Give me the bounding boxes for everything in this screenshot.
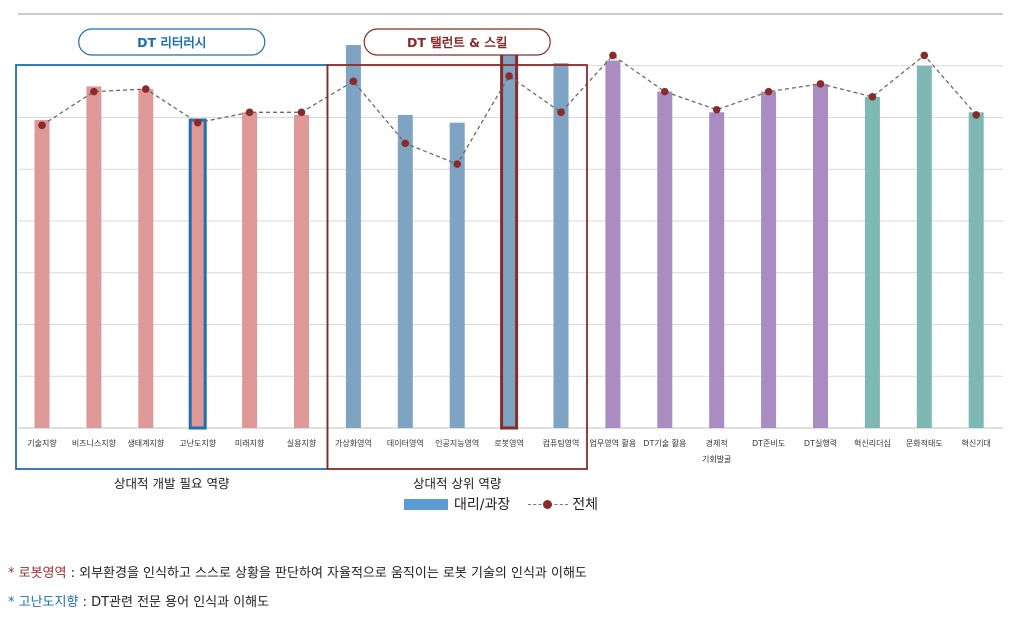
bar-업무영역 활용 <box>605 60 621 428</box>
line-point-경제적 기회발굴 <box>712 105 721 114</box>
line-point-DT준비도 <box>764 87 773 96</box>
footnotes: * 로봇영역 : 외부환경을 인식하고 스스로 상황을 판단하여 자율적으로 움… <box>8 559 587 617</box>
x-tick-label: 업무영역 활용 <box>590 438 637 448</box>
group-label: 상대적 상위 역량 <box>413 476 502 491</box>
line-point-생태계지향 <box>142 85 150 93</box>
x-tick-label: 고난도지향 <box>179 439 216 448</box>
line-point-고난도지향 <box>193 118 202 127</box>
x-tick-label: 생태계지향 <box>127 438 164 448</box>
bar-문화적태도 <box>916 65 932 428</box>
line-point-데이터영역 <box>401 139 410 148</box>
x-tick-label: 실용지향 <box>287 438 317 448</box>
footnote-asterisk: * <box>8 566 15 581</box>
line-point-업무영역 활용 <box>609 51 617 60</box>
footnote-robot: * 로봇영역 : 외부환경을 인식하고 스스로 상황을 판단하여 자율적으로 움… <box>8 559 587 588</box>
x-tick-label: 혁신리더십 <box>854 439 891 448</box>
group-pill-2 <box>363 28 551 56</box>
footnote-text: : 외부환경을 인식하고 스스로 상황을 판단하여 자율적으로 움직이는 로봇 … <box>66 566 587 581</box>
line-point-미래지향 <box>245 108 254 117</box>
group-pill-label: DT 탤런트 & 스킬 <box>407 35 507 50</box>
x-tick-label: DT실행력 <box>804 438 837 448</box>
footnote-text: : DT관련 전문 용어 인식과 이해도 <box>78 595 270 610</box>
footnote-term: 고난도지향 <box>18 595 79 610</box>
bar-DT실행력 <box>813 83 828 429</box>
legend-bar-label: 대리/과장 <box>454 497 511 513</box>
bar-생태계지향 <box>138 89 154 428</box>
line-point-인공지능영역 <box>453 160 462 168</box>
bar-혁신기대 <box>968 112 984 428</box>
legend: 대리/과장 전체 <box>404 494 598 514</box>
line-point-DT기술 활용 <box>661 87 669 96</box>
chart: 기술지향 비즈니스지향 생태계지향 고난도지향 미래지향 실용지향 가상화영역 데이터영역 인공… <box>15 13 1003 491</box>
bar-로봇영역 <box>500 40 519 430</box>
x-tick-label: 기술지향 <box>27 438 57 448</box>
bar-컴퓨팅영역 <box>553 63 569 428</box>
bar-DT기술 활용 <box>657 91 673 428</box>
line-point-로봇영역 <box>505 72 513 80</box>
group-box-2 <box>326 64 588 470</box>
line-point-비즈니스지향 <box>90 87 98 96</box>
footnote-asterisk: * <box>8 595 15 610</box>
line-point-문화적태도 <box>920 51 929 60</box>
bar-실용지향 <box>294 114 309 428</box>
bar-데이터영역 <box>397 114 413 428</box>
bar-미래지향 <box>242 112 258 428</box>
x-tick-label: DT기술 활용 <box>643 438 686 448</box>
line-point-가상화영역 <box>349 77 358 86</box>
group-pill-label: DT 리터러시 <box>137 35 206 50</box>
x-tick-label: 가상화영역 <box>335 438 372 448</box>
x-tick-label: 혁신기대 <box>961 439 990 448</box>
x-tick-label: 데이터영역 <box>387 438 424 448</box>
line-point-DT실행력 <box>816 80 825 88</box>
x-tick-label: 로봇영역 <box>494 438 523 448</box>
x-tick-label: 컴퓨팅영역 <box>543 438 580 448</box>
line-point-혁신리더십 <box>868 93 877 101</box>
legend-bar-swatch <box>404 498 448 510</box>
bar-인공지능영역 <box>449 122 465 429</box>
group-label: 상대적 개발 필요 역량 <box>114 476 230 491</box>
bar-경제적 기회발굴 <box>709 112 725 428</box>
line-point-혁신기대 <box>972 111 980 119</box>
bar-DT준비도 <box>761 91 777 428</box>
x-tick-label: 경제적 기회발굴 <box>702 438 731 464</box>
footnote-difficulty: * 고난도지향 : DT관련 전문 용어 인식과 이해도 <box>8 588 587 617</box>
line-point-컴퓨팅영역 <box>557 108 565 117</box>
group-pill-1 <box>78 28 266 56</box>
x-tick-label: 미래지향 <box>235 439 265 448</box>
bar-기술지향 <box>34 120 50 429</box>
x-tick-label: 문화적태도 <box>906 438 943 448</box>
legend-line-label: 전체 <box>572 497 599 513</box>
bar-고난도지향 <box>188 118 207 430</box>
x-tick-label: 인공지능영역 <box>435 438 479 448</box>
bar-가상화영역 <box>345 45 361 429</box>
group-box-1 <box>15 64 329 470</box>
footnote-term: 로봇영역 <box>18 566 67 581</box>
line-point-기술지향 <box>38 121 46 130</box>
bar-비즈니스지향 <box>86 86 102 428</box>
line-point-실용지향 <box>297 108 306 117</box>
x-tick-label: DT준비도 <box>752 439 785 448</box>
x-tick-label: 비즈니스지향 <box>72 438 117 448</box>
bar-혁신리더십 <box>864 96 880 429</box>
legend-line-swatch <box>528 498 569 510</box>
